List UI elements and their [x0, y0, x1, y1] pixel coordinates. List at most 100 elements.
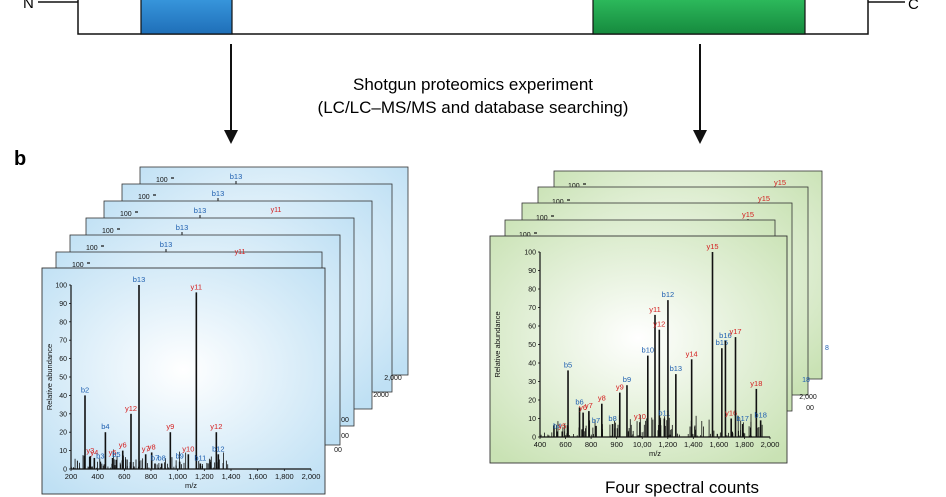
back-peak-label: b13: [230, 172, 243, 181]
y-tick-label: 60: [59, 356, 67, 363]
back-peak-label: y15: [742, 210, 754, 219]
y-tick-label: 90: [528, 268, 536, 275]
back-peak-label: b13: [160, 240, 173, 249]
back-annotation: 2,000: [799, 394, 817, 401]
y-tick-label: 50: [528, 342, 536, 349]
y-tick-label: 10: [528, 416, 536, 423]
peak-label: b15: [716, 338, 729, 347]
y-axis-label: Relative abundance: [45, 344, 54, 410]
n-terminus-label: N: [23, 0, 34, 12]
peak-label: y5: [558, 421, 566, 430]
back-annotation: 00: [806, 405, 814, 412]
peak-label: b8: [157, 453, 165, 462]
peak-label: y10: [182, 444, 194, 453]
peak-label: y12: [125, 404, 137, 413]
x-axis-label: m/z: [185, 481, 197, 490]
peak-label: b7: [151, 453, 159, 462]
peak-label: y10: [634, 412, 646, 421]
panel-label: b: [14, 148, 26, 170]
back-annotation: 00: [341, 433, 349, 440]
peak-label: b5: [112, 450, 120, 459]
y-tick-label: 40: [528, 361, 536, 368]
x-tick-label: 1,400: [684, 440, 703, 449]
x-tick-label: 200: [65, 472, 78, 481]
y-tick-label: 50: [59, 375, 67, 382]
peak-label: b9: [175, 452, 183, 461]
x-tick-label: 1,400: [222, 472, 241, 481]
back-annotation: 2000: [373, 392, 389, 399]
peak-label: y5: [109, 448, 117, 457]
x-tick-label: 1,000: [168, 472, 187, 481]
y-tick-label: 30: [528, 379, 536, 386]
y-tick-label: 100: [55, 283, 67, 290]
y-tick-label: 20: [59, 430, 67, 437]
arrows: [224, 44, 707, 144]
y-tick-label: 90: [59, 301, 67, 308]
peak-label: b4: [553, 421, 561, 430]
peak-label: y4: [90, 448, 98, 457]
peak-label: b3: [96, 452, 104, 461]
peak-label: b13: [670, 364, 683, 373]
x-tick-label: 400: [91, 472, 104, 481]
front-spectrum-card: 0 10 20 30 40 50 60 70 80 90 100 Relative abundance…: [41, 267, 326, 495]
peak-label: y3: [86, 446, 94, 455]
back-peak-label: y15: [758, 194, 770, 203]
back-annotation: 8: [825, 345, 829, 352]
back-annotation: 2,000: [384, 375, 402, 382]
front-spectrum-panel: [41, 267, 326, 495]
x-tick-label: 600: [118, 472, 131, 481]
peak-label: b6: [575, 397, 583, 406]
y-tick-label: 0: [532, 435, 536, 442]
peak-label: b9: [623, 375, 631, 384]
peak-label: b13: [133, 275, 146, 284]
x-tick-label: 800: [585, 440, 598, 449]
peak-label: y8: [598, 394, 606, 403]
x-tick-label: 2,000: [761, 440, 780, 449]
y-tick-label: 80: [528, 287, 536, 294]
x-tick-label: 400: [534, 440, 547, 449]
back-top-tick-label: 100: [102, 228, 114, 235]
peak-label: y8: [148, 442, 156, 451]
peak-label: b12: [662, 290, 675, 299]
front-spectrum-card: 0 10 20 30 40 50 60 70 80 90 100 Relative abundance…: [489, 235, 788, 464]
y-tick-label: 80: [59, 319, 67, 326]
peak-label: b17: [736, 414, 749, 423]
peak-label: y15: [706, 242, 718, 251]
peak-label: y12: [653, 320, 665, 329]
peak-label: y7: [142, 444, 150, 453]
peak-label: b4: [101, 422, 109, 431]
peak-label: y7: [585, 401, 593, 410]
peak-label: y17: [729, 327, 741, 336]
y-tick-label: 20: [528, 398, 536, 405]
y-tick-label: 100: [524, 250, 536, 257]
peak-label: y12: [210, 422, 222, 431]
back-peak-label: y15: [774, 178, 786, 187]
x-axis-label: m/z: [649, 449, 661, 458]
caption-right: Four spectral counts: [605, 478, 759, 497]
y-tick-label: 70: [59, 338, 67, 345]
back-top-tick-label: 100: [72, 262, 84, 269]
peak-label: y11: [191, 282, 203, 291]
peak-label: b7: [592, 416, 600, 425]
peak-label: y16: [725, 409, 737, 418]
y-tick-label: 30: [59, 411, 67, 418]
peak-label: b11: [194, 453, 206, 462]
back-annotation: 18: [802, 377, 810, 384]
peak-label: y14: [686, 349, 698, 358]
peak-label: y6: [579, 403, 587, 412]
x-tick-label: 600: [559, 440, 572, 449]
back-top-tick-label: 100: [86, 245, 98, 252]
peak-label: b16: [719, 331, 732, 340]
x-tick-label: 1,800: [735, 440, 754, 449]
peak-label: y9: [616, 383, 624, 392]
y-axis-label: Relative abundance: [493, 311, 502, 377]
arrow-right-head: [693, 130, 707, 144]
protein-domain-blue: [140, 0, 233, 35]
process-line-1: Shotgun proteomics experiment: [353, 75, 593, 94]
back-annotation: y11: [235, 249, 246, 256]
protein-domain-green: [592, 0, 806, 35]
x-tick-label: 800: [145, 472, 158, 481]
y-tick-label: 70: [528, 305, 536, 312]
